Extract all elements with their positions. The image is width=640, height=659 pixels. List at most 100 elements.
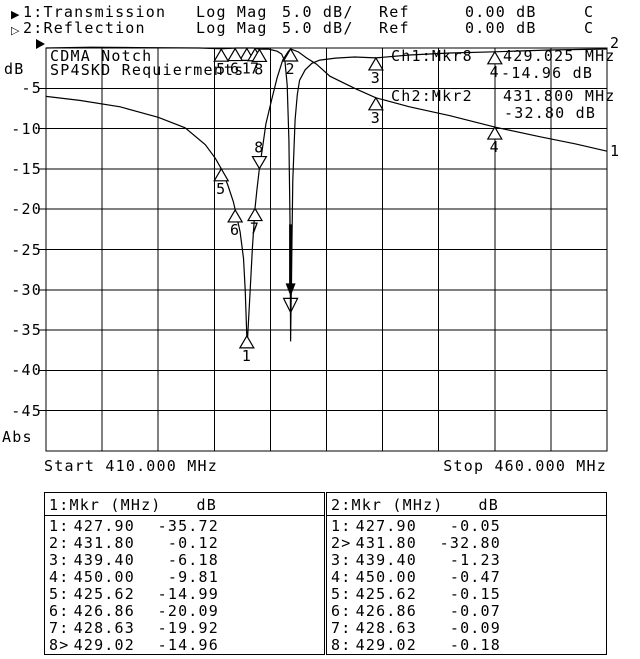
marker-up-triangle-icon xyxy=(251,48,268,63)
marker-label-ch2-6: 6 xyxy=(230,60,240,78)
marker-ch1-5: 5 xyxy=(213,167,230,198)
marker-up-triangle-icon xyxy=(238,334,255,349)
table-row: 7: 428.63 -19.92 xyxy=(45,619,324,637)
marker-ch2-5: 5 xyxy=(213,48,230,78)
marker-ch2-4: 4 xyxy=(486,50,503,81)
transmission-curve-label: 1 xyxy=(610,142,621,160)
format-label-ch2: Log Mag xyxy=(196,19,268,37)
y-tick-label--15: -15 xyxy=(11,160,42,178)
marker-label-ch1-1: 1 xyxy=(242,347,252,365)
marker-ch1-4: 4 xyxy=(486,125,503,156)
ch2-readout-value: -32.80 dB xyxy=(504,104,597,122)
marker-up-triangle-icon xyxy=(246,207,264,222)
marker-ch1-2: 2 xyxy=(282,47,299,78)
marker-frequency: 425.62 xyxy=(73,585,135,603)
y-tick-label--10: -10 xyxy=(11,120,42,138)
y-tick-label--30: -30 xyxy=(11,281,42,299)
marker-db-value: -19.92 xyxy=(157,619,219,637)
grid xyxy=(38,47,608,452)
table-row: 3: 439.40 -6.18 xyxy=(45,551,324,569)
marker-db-value: -35.72 xyxy=(157,517,219,535)
marker-label-ch1-8: 8 xyxy=(254,139,264,157)
marker-db-value: -0.15 xyxy=(449,585,501,603)
ref-value-ch1: 0.00 dB xyxy=(465,3,537,21)
marker-frequency: 427.90 xyxy=(355,517,417,535)
ref-position-arrow-icon xyxy=(36,39,45,49)
marker-db-value: -1.23 xyxy=(449,551,501,569)
marker-number: 8: xyxy=(331,636,352,654)
marker-number: 4: xyxy=(49,568,70,586)
marker-number: 1: xyxy=(49,517,70,535)
marker-number: 1: xyxy=(331,517,352,535)
marker-frequency: 428.63 xyxy=(73,619,135,637)
marker-ch1-8: 8 xyxy=(251,139,268,170)
marker-db-value: -32.80 xyxy=(439,534,501,552)
table-row: 2> 431.80 -32.80 xyxy=(327,534,606,552)
marker-number: 8> xyxy=(49,636,70,654)
trace-transmission xyxy=(45,48,608,342)
marker-db-value: -0.07 xyxy=(449,602,501,620)
trace-reflection xyxy=(45,46,608,342)
marker-db-value: -0.05 xyxy=(449,517,501,535)
plot-title-line1: CDMA Notch xyxy=(50,47,153,65)
table-row: 2: 431.80 -0.12 xyxy=(45,534,324,552)
table-row: 5: 425.62 -0.15 xyxy=(327,585,606,603)
marker-number: 5: xyxy=(49,585,70,603)
marker-label-ch1-7: 7 xyxy=(250,220,260,238)
reflection-curve-label: 2 xyxy=(610,34,621,52)
marker-frequency: 439.40 xyxy=(73,551,135,569)
marker-label-ch2-5: 5 xyxy=(216,60,226,78)
marker-number: 2> xyxy=(331,534,352,552)
marker-up-triangle-icon xyxy=(367,96,384,111)
table-row: 4: 450.00 -9.81 xyxy=(45,568,324,586)
marker-number: 3: xyxy=(49,551,70,569)
ref-value-ch2: 0.00 dB xyxy=(465,19,537,37)
marker-db-value: -14.96 xyxy=(157,636,219,654)
marker-table-value-header: dB xyxy=(478,496,499,514)
scale-label-ch2: 5.0 dB/ xyxy=(282,19,354,37)
marker-ch2-8: 8 xyxy=(251,48,268,78)
table-row: 1: 427.90 -35.72 xyxy=(45,517,324,535)
marker-down-triangle-icon xyxy=(251,155,268,170)
y-tick-label--40: -40 xyxy=(11,361,42,379)
marker-number: 4: xyxy=(331,568,352,586)
table-row: 7: 428.63 -0.09 xyxy=(327,619,606,637)
marker-ch1-3: 3 xyxy=(367,96,384,127)
marker-ch2-6: 6 xyxy=(227,47,244,78)
marker-up-triangle-icon xyxy=(227,47,244,62)
marker-db-value: -0.09 xyxy=(449,619,501,637)
marker-ch1-6: 6 xyxy=(227,208,244,239)
marker-ch2-3: 3 xyxy=(367,56,384,87)
marker-label-ch1-6: 6 xyxy=(230,221,240,239)
table-row: 3: 439.40 -1.23 xyxy=(327,551,606,569)
stop-frequency-label: Stop 460.000 MHz xyxy=(443,457,607,475)
marker-label-ch2-7: 7 xyxy=(250,60,260,78)
table-row: 8> 429.02 -14.96 xyxy=(45,636,324,654)
marker-table-ch2: 2:Mkr (MHz) dB 1: 427.90 -0.05 2> 431.80 -32.80… xyxy=(326,492,607,655)
format-label-ch1: Log Mag xyxy=(196,3,268,21)
marker-ch1-1: 1 xyxy=(238,334,255,365)
table-row: 6: 426.86 -0.07 xyxy=(327,602,606,620)
table-row: 5: 425.62 -14.99 xyxy=(45,585,324,603)
ref-label-ch1: Ref xyxy=(379,3,410,21)
y-tick-label--20: -20 xyxy=(11,200,42,218)
marker-db-value: -0.18 xyxy=(449,636,501,654)
marker-number: 7: xyxy=(49,619,70,637)
marker-frequency: 429.02 xyxy=(355,636,417,654)
marker-number: 6: xyxy=(49,602,70,620)
plot-title-line2: SP4SKD Requierments xyxy=(50,61,245,79)
marker-frequency: 439.40 xyxy=(355,551,417,569)
y-axis-unit-label: dB xyxy=(4,60,25,78)
marker-table-header: 2:Mkr (MHz) dB xyxy=(327,493,606,516)
marker-frequency: 431.80 xyxy=(73,534,135,552)
marker-table-title: 2:Mkr (MHz) xyxy=(331,496,444,514)
marker-label-ch1-4: 4 xyxy=(490,138,500,156)
marker-label-ch2-4: 4 xyxy=(490,63,500,81)
y-axis-abs-label: Abs xyxy=(2,428,33,446)
table-row: 6: 426.86 -20.09 xyxy=(45,602,324,620)
table-row: 8: 429.02 -0.18 xyxy=(327,636,606,654)
marker-ch2-2 xyxy=(282,224,299,314)
ch2-readout-freq: 431.800 MHz xyxy=(503,87,616,105)
